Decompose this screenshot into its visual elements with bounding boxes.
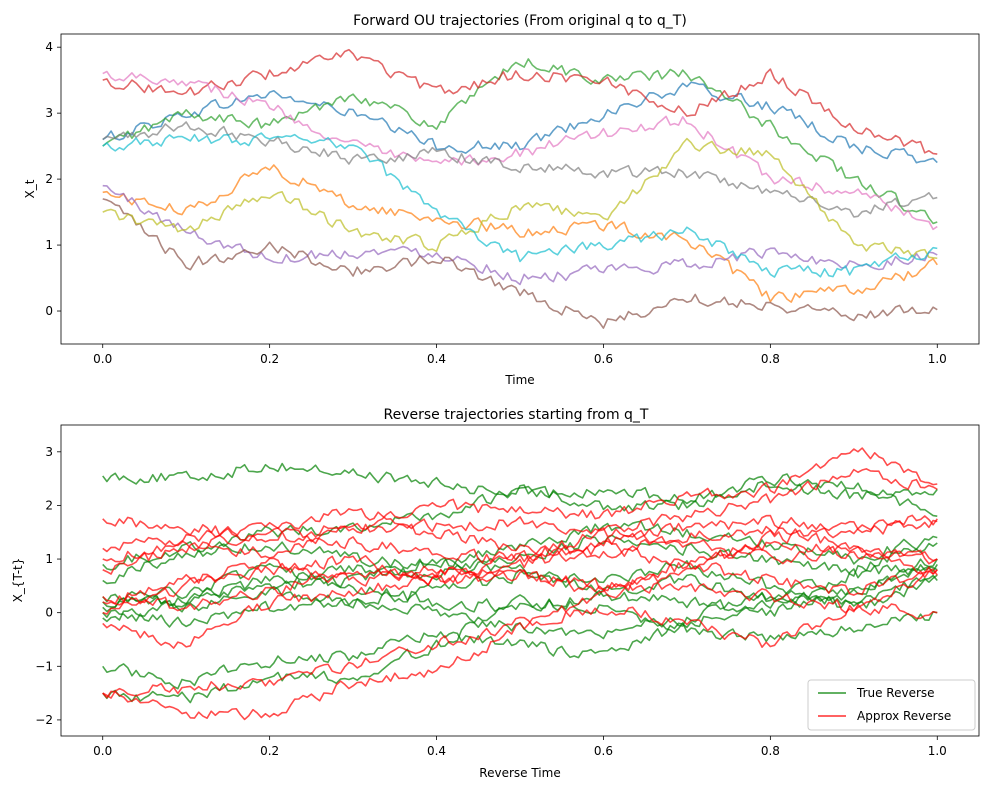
xtick-label: 1.0 <box>928 744 947 758</box>
panel-forward-lines <box>102 48 938 329</box>
panel-forward-frame <box>60 33 980 345</box>
series-line-path-1 <box>102 81 938 164</box>
series-line-path-10 <box>102 132 938 278</box>
ytick-label: 2 <box>45 172 53 186</box>
series-line-approx-4 <box>102 514 938 612</box>
series-line-approx-1 <box>102 447 938 543</box>
series-line-path-3 <box>102 58 938 225</box>
legend-true-reverse-label: True Reverse <box>856 686 935 700</box>
legend-approx-reverse-label: Approx Reverse <box>857 709 951 723</box>
panel-reverse-yticks: −2 −1 0 1 2 3 <box>35 445 61 727</box>
xtick-label: 0.2 <box>260 744 279 758</box>
xtick-label: 0.6 <box>594 352 613 366</box>
series-line-approx-3 <box>102 519 938 721</box>
series-line-path-6 <box>102 198 938 329</box>
series-line-approx-7 <box>102 557 938 620</box>
legend: True Reverse Approx Reverse <box>807 679 976 731</box>
series-line-approx-9 <box>102 566 938 699</box>
xtick-label: 0.2 <box>260 352 279 366</box>
ytick-label: 1 <box>45 238 53 252</box>
panel-reverse-xticks: 0.0 0.2 0.4 0.6 0.8 1.0 <box>93 736 947 758</box>
xtick-label: 0.6 <box>594 744 613 758</box>
panel-forward-title: Forward OU trajectories (From original q… <box>353 13 687 29</box>
panel-reverse-xlabel: Reverse Time <box>479 766 560 780</box>
ytick-label: 1 <box>45 552 53 566</box>
xtick-label: 0.4 <box>427 352 446 366</box>
series-line-path-4 <box>102 48 938 155</box>
panel-reverse-title: Reverse trajectories starting from q_T <box>384 407 649 423</box>
legend-box <box>807 679 976 731</box>
xtick-label: 0.8 <box>761 744 780 758</box>
panel-reverse: Reverse trajectories starting from q_T 0… <box>11 407 980 780</box>
series-line-path-7 <box>102 70 938 231</box>
xtick-label: 0.4 <box>427 744 446 758</box>
series-line-approx-10 <box>102 523 938 563</box>
series-line-path-8 <box>102 121 938 218</box>
ytick-label: 0 <box>45 304 53 318</box>
panel-forward-ylabel: X_t <box>23 179 37 198</box>
ytick-label: 0 <box>45 606 53 620</box>
panel-reverse-lines <box>102 447 938 721</box>
panel-forward-xlabel: Time <box>504 373 534 387</box>
panel-forward: Forward OU trajectories (From original q… <box>23 13 980 387</box>
panel-forward-xticks: 0.0 0.2 0.4 0.6 0.8 1.0 <box>93 344 947 366</box>
panel-reverse-frame <box>60 424 980 737</box>
series-line-path-5 <box>102 184 938 286</box>
panel-reverse-ylabel: X_{T-t} <box>11 558 25 603</box>
series-line-approx-2 <box>102 468 938 553</box>
ytick-label: −1 <box>35 659 53 673</box>
series-line-path-2 <box>102 164 938 303</box>
ytick-label: 3 <box>45 106 53 120</box>
series-line-approx-8 <box>102 540 938 615</box>
series-line-approx-5 <box>102 540 938 649</box>
panel-forward-yticks: 0 1 2 3 4 <box>45 40 61 318</box>
xtick-label: 0.8 <box>761 352 780 366</box>
series-line-path-9 <box>102 137 938 260</box>
ytick-label: 4 <box>45 40 53 54</box>
xtick-label: 1.0 <box>928 352 947 366</box>
xtick-label: 0.0 <box>93 352 112 366</box>
ytick-label: 2 <box>45 498 53 512</box>
ytick-label: 3 <box>45 445 53 459</box>
series-line-approx-6 <box>102 527 938 575</box>
ytick-label: −2 <box>35 713 53 727</box>
xtick-label: 0.0 <box>93 744 112 758</box>
series-line-true-9 <box>102 557 938 623</box>
